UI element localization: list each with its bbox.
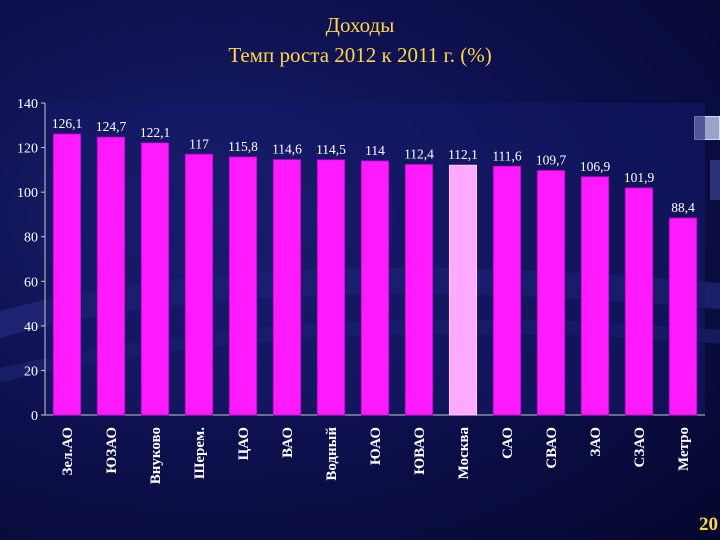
x-tick-label: ЮЗАО bbox=[104, 427, 120, 474]
x-tick-label: ЮАО bbox=[368, 427, 384, 465]
bar bbox=[404, 164, 434, 416]
y-tick-label: 60 bbox=[24, 275, 38, 290]
x-tick-label: ЮВАО bbox=[412, 427, 428, 475]
bar bbox=[96, 136, 126, 416]
x-tick-label: Внуково bbox=[148, 427, 164, 484]
x-tick-label: СВАО bbox=[544, 427, 560, 469]
side-tab-decoration-dark bbox=[710, 160, 720, 200]
y-tick-label: 80 bbox=[24, 231, 38, 246]
bar bbox=[184, 153, 214, 416]
data-label: 114 bbox=[365, 143, 385, 158]
data-label: 111,6 bbox=[492, 148, 522, 163]
chart-subtitle: Темп роста 2012 к 2011 г. (%) bbox=[228, 43, 492, 67]
data-label: 112,1 bbox=[448, 147, 478, 162]
x-tick-label: ЦАО bbox=[236, 427, 252, 460]
data-label: 124,7 bbox=[96, 119, 127, 134]
x-tick-label: Метро bbox=[676, 427, 692, 471]
bar bbox=[536, 170, 566, 416]
y-tick-label: 0 bbox=[31, 409, 38, 424]
bar bbox=[316, 159, 346, 416]
x-tick-label: Зел.АО bbox=[60, 427, 76, 476]
bar bbox=[228, 156, 258, 416]
data-label: 122,1 bbox=[140, 125, 170, 140]
y-tick-label: 100 bbox=[17, 186, 38, 201]
data-label: 88,4 bbox=[671, 200, 695, 215]
y-tick-label: 40 bbox=[24, 320, 38, 335]
x-tick-label: СЗАО bbox=[632, 427, 648, 468]
x-tick-label: Водный bbox=[324, 427, 340, 481]
data-label: 109,7 bbox=[536, 153, 567, 168]
x-tick-label: ВАО bbox=[280, 427, 296, 458]
bar bbox=[52, 133, 82, 416]
bar bbox=[140, 142, 170, 416]
x-tick-label: САО bbox=[500, 427, 516, 459]
bar bbox=[272, 159, 302, 416]
y-tick-label: 140 bbox=[17, 97, 38, 112]
bar bbox=[580, 176, 610, 416]
page-number: 20 bbox=[699, 514, 718, 535]
x-tick-label: ЗАО bbox=[588, 427, 604, 457]
y-tick-label: 20 bbox=[24, 364, 38, 379]
data-label: 114,5 bbox=[316, 142, 346, 157]
chart-title: Доходы bbox=[325, 13, 395, 37]
data-label: 112,4 bbox=[404, 147, 434, 162]
data-label: 117 bbox=[189, 136, 209, 151]
bar bbox=[360, 160, 390, 416]
data-label: 126,1 bbox=[52, 116, 82, 131]
x-tick-label: Шерем. bbox=[192, 427, 208, 479]
bar bbox=[624, 187, 654, 416]
data-label: 115,8 bbox=[228, 139, 258, 154]
data-label: 114,6 bbox=[272, 142, 302, 157]
data-label: 101,9 bbox=[624, 170, 655, 185]
title-block: Доходы Темп роста 2012 к 2011 г. (%) bbox=[0, 10, 720, 70]
x-tick-label: Москва bbox=[456, 427, 472, 480]
bar bbox=[448, 164, 478, 416]
bar bbox=[668, 217, 698, 416]
bar bbox=[492, 165, 522, 416]
data-label: 106,9 bbox=[580, 159, 611, 174]
y-tick-label: 120 bbox=[17, 142, 38, 157]
